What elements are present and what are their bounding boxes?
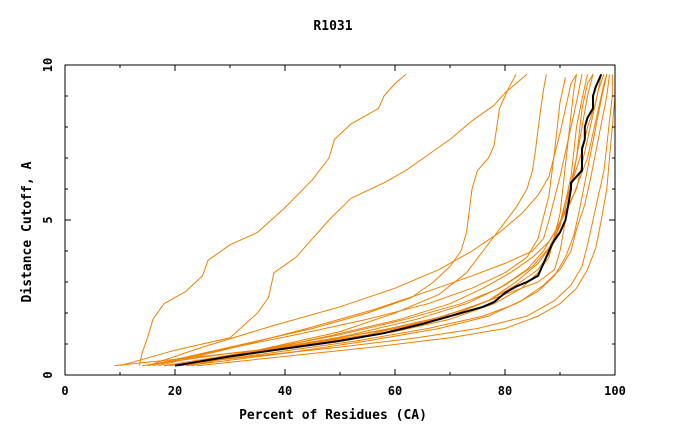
plot-frame <box>64 64 616 376</box>
series-line-8 <box>152 77 566 367</box>
series-line-4 <box>174 74 547 367</box>
series-line-15 <box>196 74 616 367</box>
y-tick-label: 10 <box>41 58 55 72</box>
series-line-1 <box>138 73 407 366</box>
series-line-9 <box>147 74 577 367</box>
x-axis-ticks: 0 20 40 60 80 100 <box>61 65 626 398</box>
plot-lines <box>114 73 616 367</box>
highlight-series-line <box>174 73 603 367</box>
series-line-11 <box>185 74 610 367</box>
series-line-5 <box>114 74 594 367</box>
y-axis-label: Distance Cutoff, A <box>20 161 35 302</box>
series-line-16 <box>169 74 588 367</box>
x-tick-label: 40 <box>278 384 292 398</box>
y-tick-label: 0 <box>41 371 55 378</box>
series-line-17 <box>191 74 608 367</box>
x-tick-label: 80 <box>498 384 512 398</box>
x-axis-label: Percent of Residues (CA) <box>239 408 427 423</box>
x-tick-label: 20 <box>168 384 182 398</box>
series-line-13 <box>180 74 602 367</box>
y-tick-label: 5 <box>41 216 55 223</box>
chart-title: R1031 <box>313 19 352 34</box>
series-line-2 <box>119 73 528 367</box>
series-line-12 <box>163 74 613 367</box>
series-line-7 <box>163 74 594 367</box>
series-line-14 <box>158 74 583 367</box>
x-tick-label: 100 <box>604 384 626 398</box>
series-line-18 <box>174 74 608 367</box>
x-tick-label: 60 <box>388 384 402 398</box>
y-axis-ticks: 0 5 10 <box>41 58 615 379</box>
series-line-3 <box>147 74 517 367</box>
x-tick-label: 0 <box>61 384 68 398</box>
series-line-6 <box>141 74 577 367</box>
